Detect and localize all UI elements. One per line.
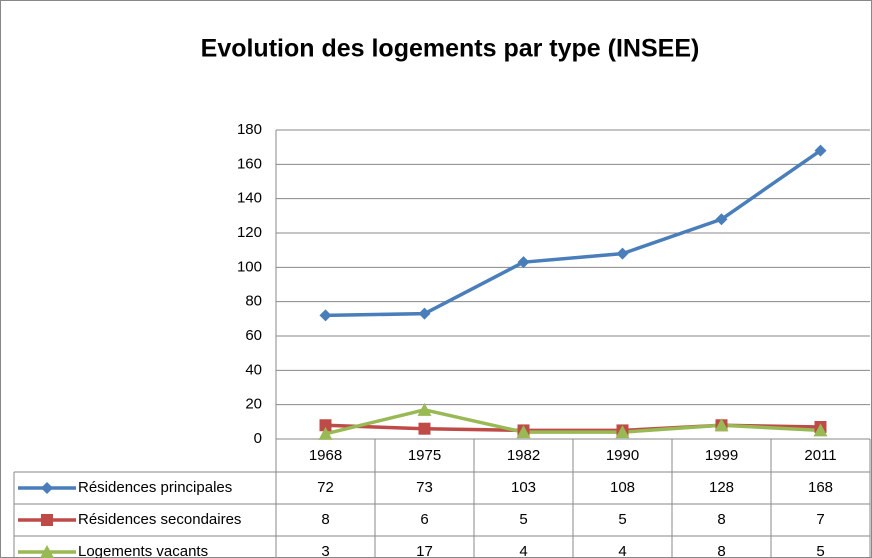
table-value: 5 xyxy=(618,511,626,528)
marker xyxy=(417,402,432,416)
table-value: 5 xyxy=(519,511,527,528)
y-tick-label: 60 xyxy=(245,327,262,344)
x-tick-label: 1968 xyxy=(309,447,342,464)
chart-title: Evolution des logements par type (INSEE) xyxy=(201,35,700,63)
marker xyxy=(714,418,729,432)
y-tick-label: 80 xyxy=(245,293,262,310)
legend-marker xyxy=(41,514,53,526)
x-tick-label: 1990 xyxy=(606,447,639,464)
y-tick-label: 160 xyxy=(237,155,262,172)
y-tick-label: 120 xyxy=(237,224,262,241)
legend-label: Résidences principales xyxy=(78,479,232,496)
marker xyxy=(814,144,827,157)
legend-label: Résidences secondaires xyxy=(78,511,241,528)
marker xyxy=(318,426,333,440)
table-value: 8 xyxy=(717,543,725,558)
table-value: 103 xyxy=(511,479,536,496)
table-value: 4 xyxy=(519,543,527,558)
table-value: 7 xyxy=(816,511,824,528)
table-value: 8 xyxy=(717,511,725,528)
series-line xyxy=(325,149,822,318)
marker xyxy=(616,247,629,260)
y-tick-label: 100 xyxy=(237,258,262,275)
marker xyxy=(516,425,531,439)
table-value: 3 xyxy=(321,543,329,558)
x-tick-label: 1975 xyxy=(408,447,441,464)
marker xyxy=(813,423,828,437)
marker xyxy=(418,307,431,320)
marker xyxy=(715,213,728,226)
table-value: 5 xyxy=(816,543,824,558)
table-value: 17 xyxy=(416,543,433,558)
x-tick-label: 1999 xyxy=(705,447,738,464)
y-tick-label: 140 xyxy=(237,190,262,207)
x-tick-label: 2011 xyxy=(804,447,836,464)
y-tick-label: 20 xyxy=(245,396,262,413)
table-value: 8 xyxy=(321,511,329,528)
marker xyxy=(615,425,630,439)
series-line xyxy=(325,408,821,436)
table-value: 73 xyxy=(416,479,433,496)
marker xyxy=(319,419,332,432)
y-tick-label: 0 xyxy=(254,430,262,447)
table-value: 128 xyxy=(709,479,734,496)
table-value: 6 xyxy=(420,511,428,528)
legend-marker xyxy=(40,545,54,558)
marker xyxy=(319,309,332,322)
marker xyxy=(517,256,530,269)
legend-label: Logements vacants xyxy=(78,543,208,558)
marker xyxy=(418,422,431,435)
table-value: 72 xyxy=(317,479,334,496)
x-tick-label: 1982 xyxy=(507,447,540,464)
y-tick-label: 40 xyxy=(245,361,262,378)
table-value: 168 xyxy=(808,479,833,496)
y-tick-label: 180 xyxy=(237,121,262,138)
table-value: 108 xyxy=(610,479,635,496)
table-value: 4 xyxy=(618,543,626,558)
legend-marker xyxy=(41,482,53,494)
